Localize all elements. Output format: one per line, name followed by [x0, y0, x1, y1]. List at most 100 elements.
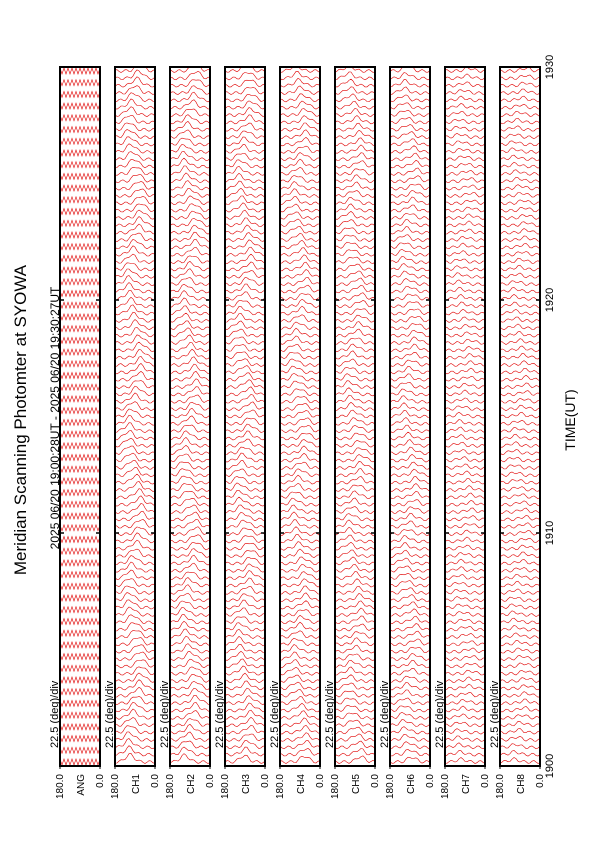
scan-trace: [280, 630, 320, 639]
scan-trace: [170, 231, 210, 242]
scan-trace: [60, 149, 100, 157]
scan-trace: [500, 441, 540, 448]
scan-trace: [280, 115, 320, 125]
scan-trace: [445, 192, 485, 198]
scan-trace: [280, 122, 320, 132]
scan-trace: [445, 566, 485, 573]
scan-trace: [335, 556, 375, 566]
y-tick-label: 0.0: [205, 774, 216, 788]
trace-group: [225, 67, 265, 764]
scan-trace: [115, 422, 155, 434]
scan-trace: [335, 343, 375, 353]
scan-trace: [335, 401, 375, 411]
scan-trace: [115, 341, 155, 353]
scan-trace: [115, 437, 155, 448]
scan-trace: [500, 140, 540, 147]
scan-trace: [170, 643, 210, 654]
scan-trace: [280, 637, 320, 646]
scan-trace: [225, 239, 265, 250]
scan-trace: [335, 549, 375, 558]
scan-trace: [445, 213, 485, 220]
scan-trace: [280, 85, 320, 95]
scan-trace: [60, 242, 100, 251]
scan-trace: [390, 542, 430, 551]
scan-trace: [170, 121, 210, 132]
scan-trace: [225, 261, 265, 272]
scan-trace: [445, 140, 485, 147]
scan-trace: [335, 484, 375, 492]
scan-trace: [390, 572, 430, 581]
scan-trace: [225, 180, 265, 191]
scan-trace: [445, 515, 485, 522]
scan-trace: [390, 359, 430, 367]
scan-trace: [115, 216, 155, 228]
scan-trace: [170, 108, 210, 117]
scan-trace: [60, 359, 100, 368]
y-tick-label: 180.0: [495, 774, 506, 799]
scan-trace: [115, 488, 155, 500]
scan-trace: [390, 402, 430, 411]
scan-trace: [60, 90, 100, 99]
y-tick-label: 180.0: [110, 774, 121, 799]
scan-trace: [335, 211, 375, 220]
scan-trace: [225, 607, 265, 617]
scan-trace: [390, 117, 430, 125]
scan-trace: [115, 503, 155, 514]
scan-trace: [390, 719, 430, 728]
scan-trace: [170, 606, 210, 617]
scan-trace: [335, 219, 375, 228]
scan-trace: [500, 251, 540, 257]
scan-trace: [445, 581, 485, 588]
scan-trace: [115, 585, 155, 595]
scan-trace: [445, 367, 485, 375]
scan-trace: [500, 67, 540, 73]
scan-trace: [280, 592, 320, 603]
scan-trace: [115, 159, 155, 169]
scan-trace: [115, 539, 155, 551]
scan-trace: [115, 334, 155, 345]
scan-trace: [500, 515, 540, 522]
scan-trace: [225, 232, 265, 242]
scan-trace: [225, 393, 265, 404]
scan-trace: [390, 667, 430, 676]
scan-trace: [445, 155, 485, 161]
scan-trace: [500, 323, 540, 331]
scan-trace: [500, 500, 540, 507]
scan-trace: [115, 752, 155, 764]
scan-trace: [170, 210, 210, 220]
scan-trace: [115, 430, 155, 441]
scan-trace: [60, 711, 100, 720]
scan-trace: [500, 617, 540, 625]
scan-trace: [390, 86, 430, 95]
scan-trace: [60, 512, 100, 521]
scan-trace: [115, 76, 155, 88]
scan-trace: [170, 187, 210, 198]
scan-trace: [445, 750, 485, 757]
scan-trace: [335, 300, 375, 308]
scan-trace: [280, 203, 320, 213]
scan-trace: [335, 490, 375, 500]
panel-frame: [389, 66, 431, 767]
scan-trace: [335, 350, 375, 360]
scan-trace: [335, 682, 375, 691]
scan-trace: [280, 166, 320, 176]
scan-trace: [170, 290, 210, 301]
scan-trace: [500, 456, 540, 463]
scan-trace: [390, 336, 430, 345]
scan-trace: [170, 157, 210, 169]
scan-trace: [225, 270, 265, 279]
scan-trace: [170, 620, 210, 632]
scan-trace: [115, 136, 155, 147]
scan-trace: [390, 212, 430, 220]
scan-trace: [170, 401, 210, 411]
scan-trace: [390, 512, 430, 522]
scan-trace: [500, 530, 540, 536]
scan-trace: [500, 125, 540, 132]
scan-trace: [500, 338, 540, 345]
scan-trace: [445, 544, 485, 551]
scan-trace: [115, 196, 155, 206]
scan-trace: [445, 265, 485, 272]
scan-trace: [170, 628, 210, 639]
scan-trace: [500, 404, 540, 411]
scan-trace: [115, 725, 155, 735]
